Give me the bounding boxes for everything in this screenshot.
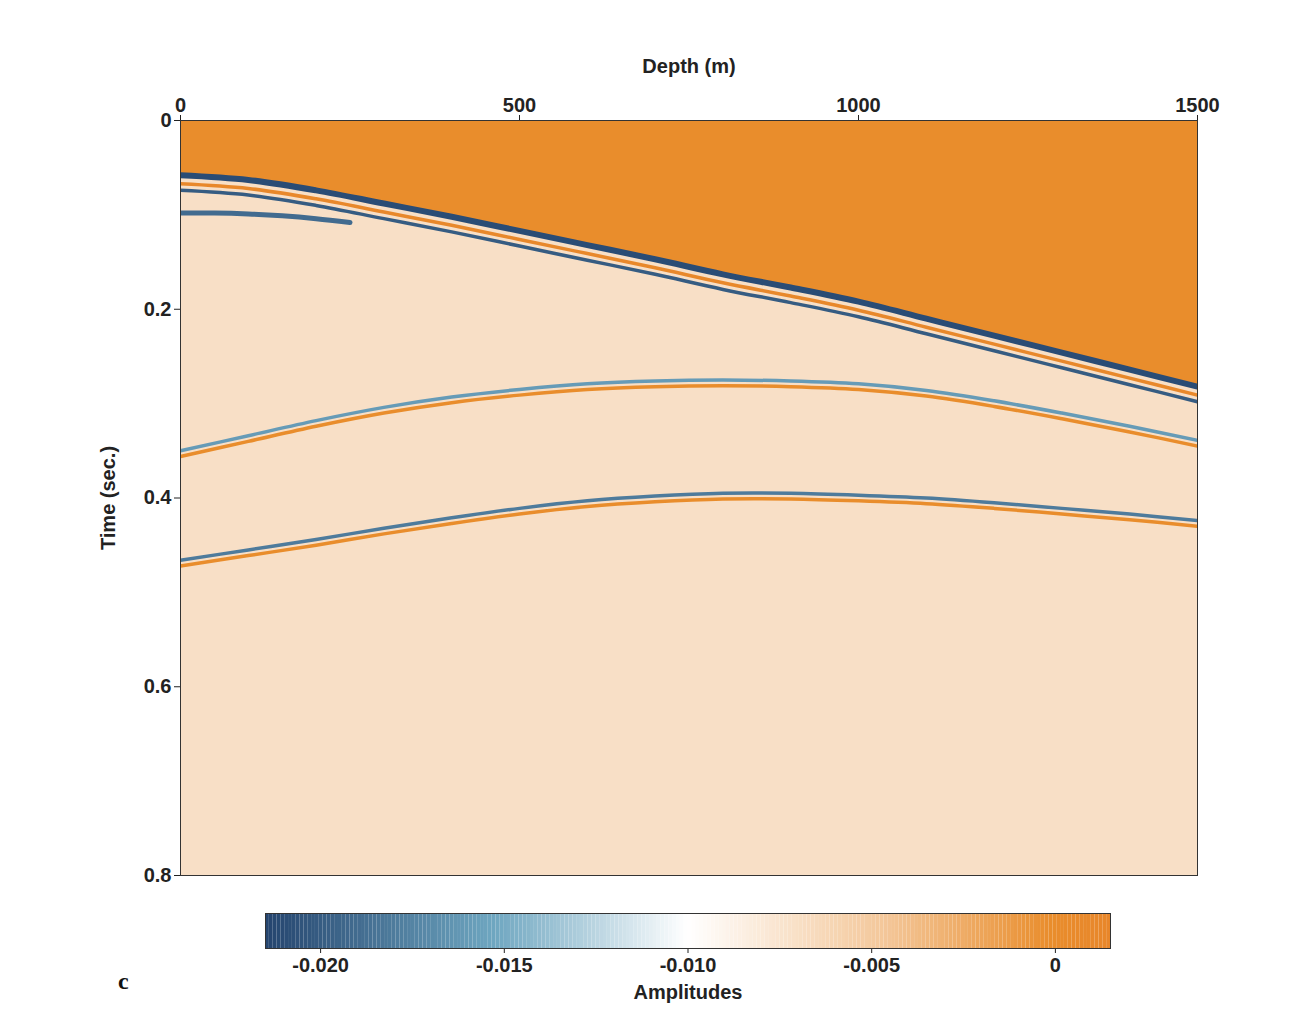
svg-text:-0.015: -0.015 bbox=[476, 954, 533, 976]
svg-text:0: 0 bbox=[1050, 954, 1061, 976]
svg-text:0.8: 0.8 bbox=[144, 864, 172, 886]
svg-text:Time (sec.): Time (sec.) bbox=[97, 446, 119, 550]
svg-text:0.2: 0.2 bbox=[144, 298, 172, 320]
svg-text:-0.010: -0.010 bbox=[660, 954, 717, 976]
html-text:c: c bbox=[118, 968, 129, 994]
svg-text:0.4: 0.4 bbox=[144, 486, 173, 508]
svg-text:500: 500 bbox=[503, 94, 536, 116]
svg-text:0: 0 bbox=[175, 94, 186, 116]
svg-text:0.6: 0.6 bbox=[144, 675, 172, 697]
svg-text:1000: 1000 bbox=[836, 94, 881, 116]
svg-text:0: 0 bbox=[160, 109, 171, 131]
svg-text:Depth (m): Depth (m) bbox=[642, 55, 735, 77]
svg-text:Amplitudes: Amplitudes bbox=[634, 981, 743, 1003]
svg-text:1500: 1500 bbox=[1175, 94, 1220, 116]
svg-text:-0.005: -0.005 bbox=[843, 954, 900, 976]
svg-text:-0.020: -0.020 bbox=[292, 954, 349, 976]
